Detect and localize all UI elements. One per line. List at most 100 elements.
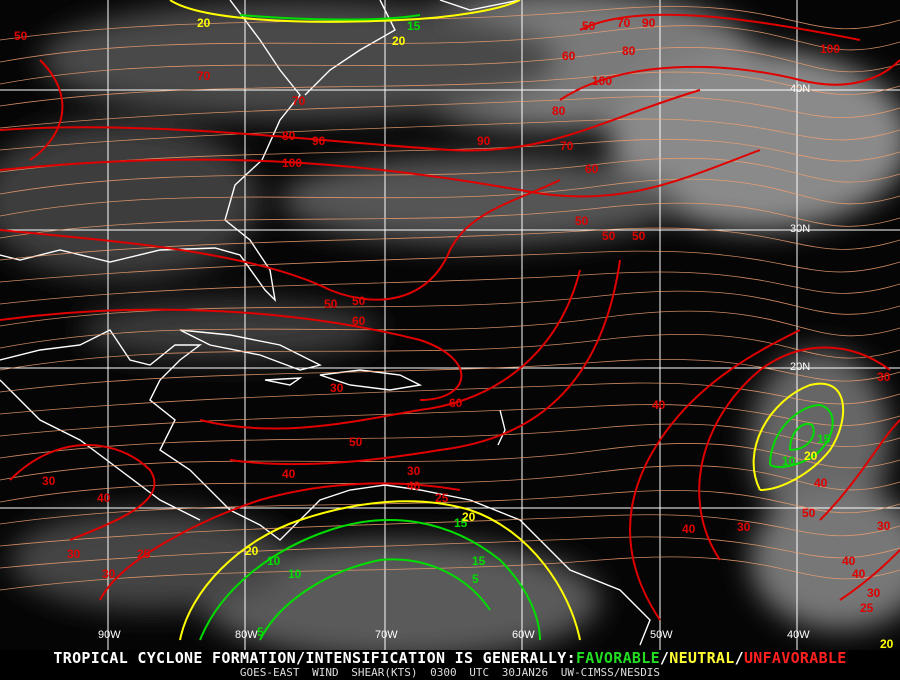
contour-label: 90 [312,134,326,148]
contour-label: 40 [282,467,296,481]
streamline [0,47,900,85]
streamline [0,514,900,547]
valid-time: 0300 UTC [430,666,490,679]
shear-contours [0,0,900,641]
cloud-imagery [0,0,900,650]
contour-unfavorable [229,259,621,466]
contour-unfavorable [29,59,64,161]
streamline [0,118,900,151]
streamline [0,423,900,459]
contour-label: 25 [435,491,449,505]
streamline [0,96,900,129]
contour-label: 80 [552,104,566,118]
footer-caption: TROPICAL CYCLONE FORMATION/INTENSIFICATI… [0,650,900,680]
contour-label: 50 [602,229,616,243]
streamline [0,178,900,217]
contour-label: 20 [880,637,894,650]
contour-label: 100 [592,74,612,88]
contour-label: 40 [842,554,856,568]
streamline [0,556,900,591]
valid-date: 30JAN26 [501,666,549,679]
contour-favorable [239,14,421,21]
contour-unfavorable [99,482,461,601]
latitude-label: 40N [790,83,810,95]
streamline [0,404,900,437]
contour-label: 50 [632,229,646,243]
contour-label: 20 [245,544,259,558]
streamline [0,157,900,195]
contour-label: 40 [407,479,421,493]
contour-unfavorable [199,269,581,430]
product-name: GOES-EAST WIND SHEAR(KTS) [239,666,418,679]
contour-label: 15 [817,432,831,446]
contour-label: 30 [877,370,891,384]
contour-label: 30 [867,586,881,600]
contour-label: 80 [282,129,296,143]
contour-label: 50 [324,297,338,311]
legend-separator: / [659,649,670,667]
streamline [0,250,900,283]
contour-unfavorable [579,13,861,41]
contour-label: 20 [462,510,476,524]
contour-label: 70 [292,94,306,108]
contour-unfavorable [0,149,761,198]
contour-label: 30 [407,464,421,478]
contour-label: 30 [67,547,81,561]
contour-label: 70 [560,139,574,153]
contour-unfavorable [839,549,900,601]
contour-label: 25 [137,547,151,561]
contour-neutral [169,0,521,23]
streamline [0,358,900,393]
longitude-label: 90W [98,629,121,641]
axis-labels: 90W 80W 70W 60W 50W 40W 40N 30N 20N [98,83,810,641]
streamline [0,138,900,173]
contour-label: 10 [267,554,281,568]
streamlines [0,6,900,591]
contour-label: 50 [582,19,596,33]
contour-unfavorable [698,346,891,561]
contour-label: 15 [454,516,468,530]
contour-label: 60 [449,396,463,410]
streamline [0,202,900,239]
contour-unfavorable [0,308,463,401]
contour-label: 30 [330,381,344,395]
contour-label: 15 [472,554,486,568]
contour-favorable [199,519,541,641]
contour-unfavorable [0,89,701,152]
contour-label: 30 [877,519,891,533]
contour-unfavorable [9,444,156,541]
streamline [0,333,900,371]
contour-label: 70 [197,69,211,83]
contour-label: 60 [562,49,576,63]
longitude-label: 80W [235,629,258,641]
legend-unfavorable: UNFAVORABLE [743,649,847,667]
contour-label: 30 [42,474,56,488]
contour-label: 50 [575,214,589,228]
contour-label: 15 [407,19,421,33]
contour-label: 90 [477,134,491,148]
streamline [0,227,900,261]
contour-neutral [752,382,845,491]
legend-favorable: FAVORABLE [575,649,660,667]
contour-label: 100 [282,156,302,170]
contour-unfavorable [0,179,561,301]
favorability-legend: FAVORABLE/NEUTRAL/UNFAVORABLE [576,649,847,667]
longitude-label: 50W [650,629,673,641]
streamline [0,382,900,415]
contour-favorable [789,422,815,451]
contour-label: 40 [682,522,696,536]
contour-label: 40 [814,476,828,490]
contour-label: 40 [652,398,666,412]
contour-favorable [769,403,834,468]
contour-label: 50 [349,435,363,449]
contour-label: 90 [642,16,656,30]
streamline [0,271,900,305]
contour-label: 20 [392,34,406,48]
contour-favorable [259,558,491,641]
contour-label: 30 [102,567,116,581]
contour-label: 50 [14,29,28,43]
contour-label: 60 [585,162,599,176]
